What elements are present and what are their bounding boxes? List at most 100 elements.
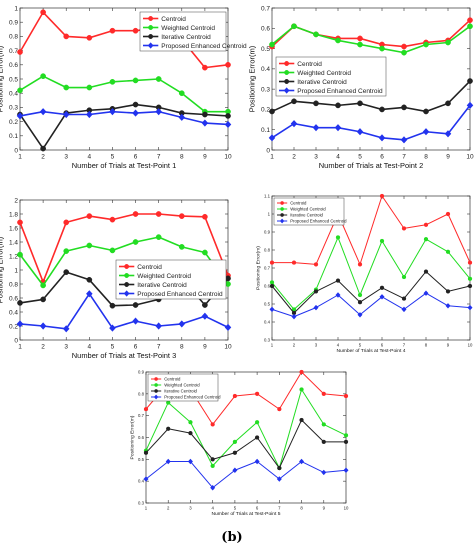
legend-marker <box>280 213 284 217</box>
x-tick-label: 7 <box>157 344 161 351</box>
data-point <box>445 39 451 46</box>
y-axis-label: Positioning Error(m) <box>130 415 136 459</box>
series-4 <box>269 290 473 320</box>
legend-marker <box>279 218 285 224</box>
series-line <box>271 80 471 113</box>
data-point <box>378 134 386 142</box>
data-point <box>321 439 326 445</box>
data-point <box>109 27 116 34</box>
y-tick-label: 0.5 <box>138 457 145 462</box>
legend-marker <box>284 61 290 66</box>
data-point <box>178 320 186 328</box>
data-point <box>132 77 139 84</box>
x-tick-label: 6 <box>381 342 384 347</box>
x-tick-label: 7 <box>157 154 161 161</box>
y-tick-label: 0.7 <box>9 48 18 55</box>
data-point <box>379 106 385 113</box>
legend-marker <box>283 87 290 94</box>
data-point <box>202 249 208 256</box>
data-point <box>291 23 297 30</box>
data-point <box>86 84 93 91</box>
data-point <box>225 61 231 68</box>
data-point <box>343 393 349 399</box>
data-point <box>335 278 341 283</box>
data-point <box>379 285 385 290</box>
data-point <box>313 289 319 294</box>
y-tick-label: 0.6 <box>9 62 18 69</box>
series-line <box>19 103 229 150</box>
y-tick-label: 0.4 <box>261 66 270 73</box>
data-point <box>187 458 193 465</box>
y-tick-label: 0.6 <box>264 284 271 289</box>
data-point <box>210 463 215 469</box>
data-point <box>210 484 216 491</box>
series-line <box>271 236 471 310</box>
data-point <box>334 124 342 132</box>
data-point <box>210 457 215 462</box>
data-point <box>401 49 407 56</box>
data-point <box>379 45 385 52</box>
y-tick-label: 0.9 <box>138 370 145 375</box>
data-point <box>166 426 171 431</box>
x-tick-label: 5 <box>111 344 115 351</box>
legend-entry: Centroid <box>164 377 181 382</box>
data-point <box>335 37 341 44</box>
data-point <box>86 276 93 283</box>
legend-entry: Centroid <box>290 201 307 206</box>
legend-box <box>115 259 227 300</box>
x-tick-label: 9 <box>446 154 450 161</box>
data-point <box>155 322 162 330</box>
x-tick-label: 8 <box>425 342 428 347</box>
y-tick-label: 0.8 <box>264 248 271 253</box>
series-line <box>145 419 346 469</box>
x-tick-label: 10 <box>224 154 232 161</box>
data-point <box>343 467 349 473</box>
series-line <box>271 271 471 314</box>
data-point <box>422 128 430 136</box>
legend-entry: Proposed Enhanced Centroid <box>297 88 383 95</box>
legend-marker <box>280 207 284 211</box>
x-tick-label: 1 <box>18 154 22 161</box>
data-point <box>132 317 139 325</box>
y-tick-label: 0.2 <box>261 107 270 114</box>
series-3 <box>17 101 231 152</box>
data-point <box>63 269 70 275</box>
data-point <box>312 124 320 132</box>
data-point <box>423 269 429 274</box>
y-tick-label: 0.7 <box>264 266 271 271</box>
legend-marker <box>154 383 158 387</box>
data-point <box>401 43 407 50</box>
x-tick-label: 4 <box>336 154 340 161</box>
data-point <box>254 435 260 440</box>
data-point <box>313 31 319 38</box>
legend-entry: Weighted Centroid <box>290 207 326 212</box>
legend-marker <box>124 264 130 269</box>
x-tick-label: 10 <box>468 342 473 347</box>
data-point <box>467 283 473 289</box>
data-point <box>132 211 139 217</box>
data-point <box>109 247 116 254</box>
legend-marker <box>148 16 154 21</box>
legend-entry: Weighted Centroid <box>137 273 191 280</box>
data-point <box>313 262 319 267</box>
data-point <box>357 312 363 318</box>
data-point <box>232 393 238 399</box>
x-tick-label: 3 <box>189 505 192 510</box>
legend-entry: Centroid <box>137 264 162 271</box>
data-point <box>188 420 193 425</box>
legend-entry: Centroid <box>297 61 322 68</box>
data-point <box>379 238 385 244</box>
data-point <box>313 304 319 311</box>
data-point <box>202 302 208 308</box>
chart-4: 1 2 3 4 5 6 7 8 9 10 0.3 0.4 0.5 0.6 0.7 0.8 0.9 1 1.1 Numb… <box>256 194 473 355</box>
y-tick-label: 0.3 <box>264 338 271 343</box>
data-point <box>109 324 116 332</box>
y-tick-label: 0.2 <box>9 323 18 330</box>
x-tick-label: 5 <box>358 154 362 161</box>
chart-5: 1 2 3 4 5 6 7 8 9 10 0.3 0.4 0.5 0.6 0.7 0.8 0.9 Number o… <box>130 370 349 518</box>
y-tick-label: 0.7 <box>138 413 145 418</box>
